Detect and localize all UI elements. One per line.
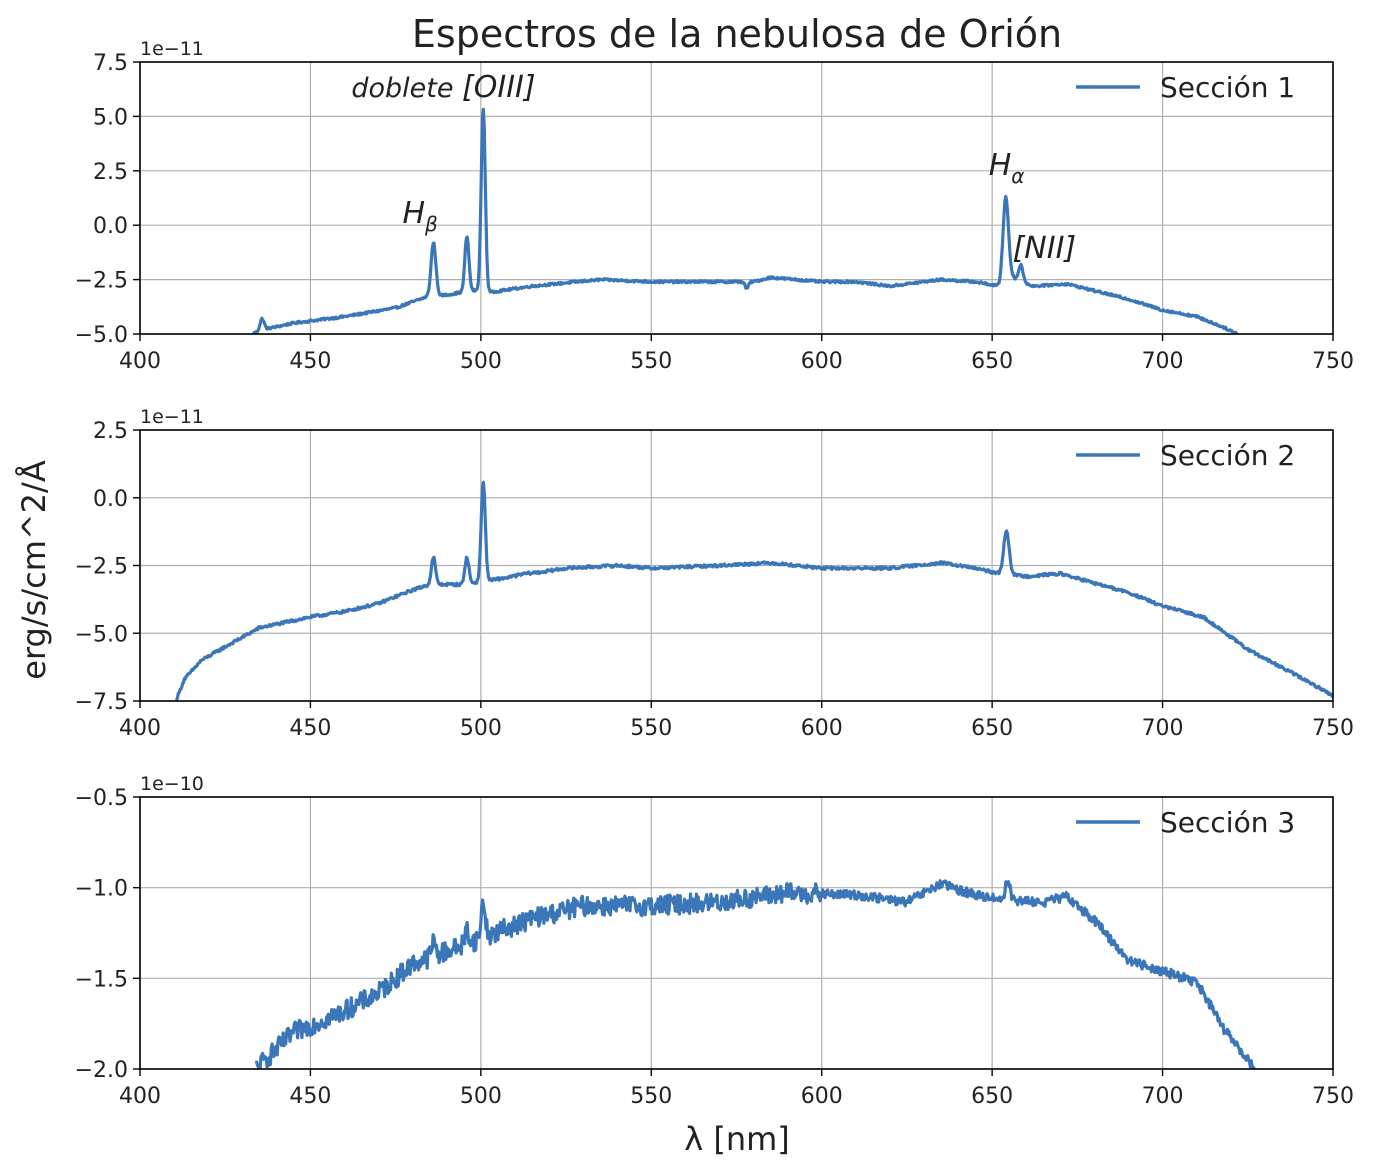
annotation-oiii-doublet: doblete [OIII] [351, 70, 535, 105]
legend: Sección 1 [1076, 71, 1295, 104]
subplot-3: 400 450 500 550 600 650 700 750 −2.0 −1.5 −1.0 −0.5… [75, 773, 1354, 1109]
x-tick-label: 600 [801, 716, 843, 741]
y-tick-label: −1.0 [75, 877, 128, 902]
y-axis-label: erg/s/cm^2/Å [15, 460, 53, 680]
x-tick-label: 500 [460, 716, 502, 741]
x-tick-label: 600 [801, 349, 843, 374]
spectrum-line-3 [254, 879, 1256, 1069]
legend-label: Sección 1 [1160, 71, 1295, 104]
x-tick-label: 650 [971, 349, 1013, 374]
y-tick-label: −0.5 [75, 786, 128, 811]
x-tick-label: 500 [460, 1084, 502, 1109]
x-tick-label: 400 [119, 716, 161, 741]
x-tick-label: 450 [289, 716, 331, 741]
x-tick-label: 550 [630, 1084, 672, 1109]
x-tick-label: 600 [801, 1084, 843, 1109]
legend: Sección 3 [1076, 806, 1295, 839]
subplot-1: 400 450 500 550 600 650 700 750 −5.0 −2.5 0.0 2.5 5.… [75, 38, 1354, 374]
plot-frame [139, 796, 1334, 1070]
figure-title: Espectros de la nebulosa de Orión [412, 12, 1062, 56]
x-tick-label: 700 [1142, 349, 1184, 374]
x-tick-label: 750 [1312, 716, 1354, 741]
spectrum-line-1 [251, 107, 1239, 334]
spectrum-line-2 [175, 480, 1333, 701]
y-tick-label: −1.5 [75, 967, 128, 992]
annotation-nii: [NII] [1013, 231, 1077, 266]
y-tick-label: 7.5 [93, 51, 128, 76]
x-tick-label: 550 [630, 349, 672, 374]
y-tick-label: 5.0 [93, 105, 128, 130]
x-axis-label: λ [nm] [684, 1120, 790, 1158]
x-tick-label: 550 [630, 716, 672, 741]
y-tick-label: 2.5 [93, 419, 128, 444]
y-tick-label: −2.0 [75, 1058, 128, 1083]
x-tick-label: 700 [1142, 1084, 1184, 1109]
x-tick-label: 400 [119, 1084, 161, 1109]
x-tick-label: 450 [289, 349, 331, 374]
y-tick-label: −5.0 [75, 323, 128, 348]
x-tick-label: 500 [460, 349, 502, 374]
annotation-h-beta: Hβ [402, 196, 438, 236]
y-tick-label: 2.5 [93, 160, 128, 185]
x-tick-label: 700 [1142, 716, 1184, 741]
y-tick-label: −2.5 [75, 555, 128, 580]
y-exponent-label: 1e−11 [140, 38, 204, 60]
x-tick-label: 650 [971, 716, 1013, 741]
y-tick-label: −2.5 [75, 269, 128, 294]
subplot-2: 400 450 500 550 600 650 700 750 −7.5 −5.0 −2.5 0.0 2… [75, 406, 1354, 741]
y-tick-label: 0.0 [93, 214, 128, 239]
x-tick-label: 400 [119, 349, 161, 374]
y-exponent-label: 1e−10 [140, 773, 204, 795]
y-tick-label: 0.0 [93, 487, 128, 512]
x-tick-label: 750 [1312, 1084, 1354, 1109]
legend-label: Sección 3 [1160, 806, 1295, 839]
annotation-h-alpha: Hα [989, 148, 1025, 188]
legend: Sección 2 [1076, 439, 1295, 472]
x-tick-label: 750 [1312, 349, 1354, 374]
y-tick-label: −5.0 [75, 622, 128, 647]
x-tick-label: 650 [971, 1084, 1013, 1109]
legend-label: Sección 2 [1160, 439, 1295, 472]
plot-frame [139, 61, 1334, 335]
subplots: 400 450 500 550 600 650 700 750 −5.0 −2.5 0.0 2.5 5.… [75, 38, 1354, 1109]
x-tick-label: 450 [289, 1084, 331, 1109]
y-exponent-label: 1e−11 [140, 406, 204, 428]
y-tick-label: −7.5 [75, 690, 128, 715]
